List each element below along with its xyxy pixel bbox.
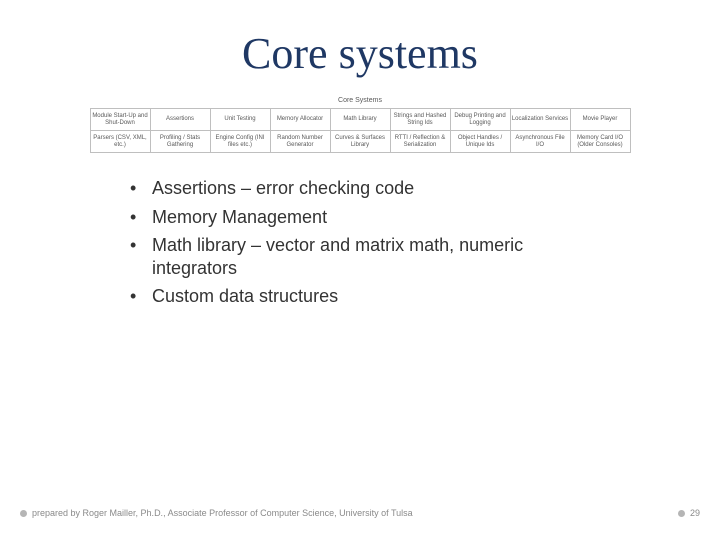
list-item: Math library – vector and matrix math, n…: [130, 234, 600, 279]
table-cell: Module Start-Up and Shut-Down: [90, 109, 150, 131]
table-cell: Movie Player: [570, 109, 630, 131]
footer-bullet-icon-right: [678, 510, 685, 517]
table-cell: Profiling / Stats Gathering: [150, 131, 210, 153]
footer: prepared by Roger Mailler, Ph.D., Associ…: [0, 508, 720, 518]
table-cell: Curves & Surfaces Library: [330, 131, 390, 153]
table-cell: Strings and Hashed String Ids: [390, 109, 450, 131]
table-cell: Assertions: [150, 109, 210, 131]
table-cell: RTTI / Reflection & Serialization: [390, 131, 450, 153]
page-title: Core systems: [0, 28, 720, 79]
table-row: Module Start-Up and Shut-DownAssertionsU…: [90, 109, 630, 131]
footer-bullet-icon-left: [20, 510, 27, 517]
page-number: 29: [690, 508, 700, 518]
list-item: Custom data structures: [130, 285, 600, 308]
table-cell: Engine Config (INI files etc.): [210, 131, 270, 153]
table-cell: Parsers (CSV, XML, etc.): [90, 131, 150, 153]
table-cell: Math Library: [330, 109, 390, 131]
core-systems-tbody: Module Start-Up and Shut-DownAssertionsU…: [90, 109, 630, 153]
footer-left: prepared by Roger Mailler, Ph.D., Associ…: [20, 508, 413, 518]
table-cell: Object Handles / Unique Ids: [450, 131, 510, 153]
table-row: Parsers (CSV, XML, etc.)Profiling / Stat…: [90, 131, 630, 153]
list-item: Memory Management: [130, 206, 600, 229]
table-cell: Memory Card I/O (Older Consoles): [570, 131, 630, 153]
footer-author-text: prepared by Roger Mailler, Ph.D., Associ…: [32, 508, 413, 518]
diagram-caption: Core Systems: [90, 97, 631, 108]
table-cell: Unit Testing: [210, 109, 270, 131]
footer-right: 29: [678, 508, 700, 518]
diagram-container: Core Systems Module Start-Up and Shut-Do…: [0, 97, 720, 153]
table-cell: Random Number Generator: [270, 131, 330, 153]
list-item: Assertions – error checking code: [130, 177, 600, 200]
table-cell: Debug Printing and Logging: [450, 109, 510, 131]
core-systems-table: Module Start-Up and Shut-DownAssertionsU…: [90, 108, 631, 153]
table-cell: Asynchronous File I/O: [510, 131, 570, 153]
table-cell: Memory Allocator: [270, 109, 330, 131]
bullet-list: Assertions – error checking code Memory M…: [130, 177, 600, 308]
table-cell: Localization Services: [510, 109, 570, 131]
